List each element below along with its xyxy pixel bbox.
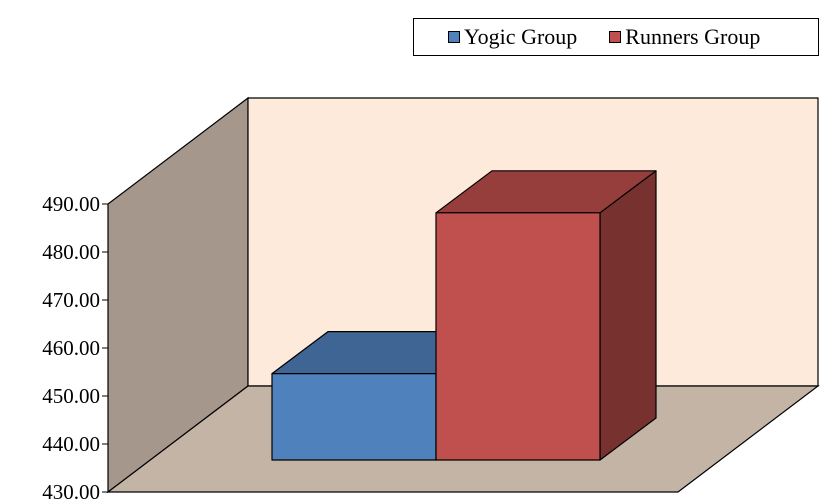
y-tick-label-3: 460.00 — [42, 336, 100, 360]
y-tick-label-0: 430.00 — [42, 480, 100, 501]
chart-legend: Yogic Group Runners Group — [413, 18, 819, 56]
bar-1 — [435, 170, 657, 461]
bar-1-front — [435, 212, 601, 461]
y-tick-label-1: 440.00 — [42, 432, 100, 456]
y-tick-label-6: 490.00 — [42, 192, 100, 216]
y-axis: 430.00 440.00 450.00 460.00 470.00 480.00 490.… — [42, 192, 108, 501]
legend-swatch-runners — [609, 31, 622, 43]
y-tick-label-2: 450.00 — [42, 384, 100, 408]
bar-1-side — [599, 170, 657, 461]
legend-label-runners: Runners Group — [625, 24, 761, 49]
y-tick-label-5: 480.00 — [42, 240, 100, 264]
legend-item-runners: Runners Group — [609, 24, 760, 50]
legend-item-yogic: Yogic Group — [448, 24, 577, 50]
legend-label-yogic: Yogic Group — [464, 24, 578, 49]
bar-0-front — [271, 373, 437, 461]
y-tick-label-4: 470.00 — [42, 288, 100, 312]
legend-swatch-yogic — [448, 31, 460, 43]
bars-group — [271, 170, 657, 461]
